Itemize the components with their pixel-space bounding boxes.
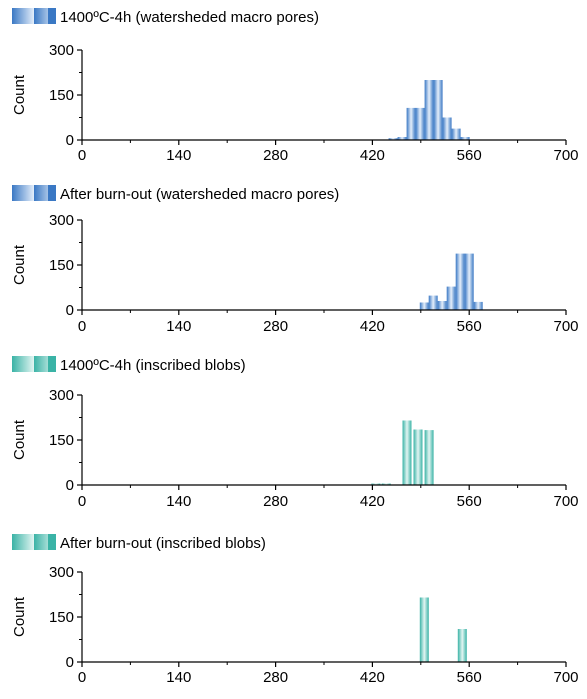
y-axis-label: Count	[11, 419, 28, 460]
y-axis-label: Count	[11, 244, 28, 285]
histogram-panel-4: After burn-out (inscribed blobs) 0 150 300 0…	[11, 534, 579, 686]
histogram-panel-2: After burn-out (watersheded macro pores)…	[11, 185, 579, 335]
histogram-bar	[424, 80, 434, 140]
x-tick-label: 420	[360, 318, 385, 335]
histogram-bar	[413, 429, 423, 485]
x-tick-label: 280	[263, 669, 288, 686]
x-tick-label: 420	[360, 493, 385, 510]
x-tick-label: 280	[263, 147, 288, 164]
legend-title: After burn-out (inscribed blobs)	[60, 535, 266, 552]
y-tick-label: 0	[66, 302, 74, 319]
x-tick-label: 140	[166, 669, 191, 686]
histogram-bar	[455, 253, 465, 310]
y-axis-label: Count	[11, 74, 28, 115]
legend-swatch	[12, 8, 56, 24]
histogram-bar	[419, 302, 429, 310]
x-tick-label: 140	[166, 318, 191, 335]
y-tick-label: 150	[49, 257, 74, 274]
legend-title: After burn-out (watersheded macro pores)	[60, 186, 339, 203]
histogram-bar	[371, 483, 381, 485]
histogram-bar	[402, 420, 412, 485]
histogram-bar	[388, 138, 398, 140]
histogram-bar	[451, 128, 461, 140]
legend-swatch	[12, 356, 56, 372]
legend-title: 1400ºC-4h (inscribed blobs)	[60, 357, 246, 374]
histogram-panel-1: 1400ºC-4h (watersheded macro pores) 0 150 3…	[11, 8, 579, 164]
x-tick-label: 420	[360, 669, 385, 686]
histogram-bar	[464, 253, 474, 310]
x-tick-label: 700	[553, 318, 578, 335]
x-tick-label: 280	[263, 493, 288, 510]
y-tick-label: 150	[49, 432, 74, 449]
histogram-bar	[381, 483, 391, 485]
x-tick-label: 0	[78, 493, 86, 510]
x-tick-label: 140	[166, 493, 191, 510]
histogram-bar	[428, 295, 438, 310]
histogram-bar	[397, 137, 407, 140]
histogram-bar	[460, 137, 470, 140]
y-tick-label: 150	[49, 609, 74, 626]
y-tick-label: 0	[66, 477, 74, 494]
x-tick-label: 280	[263, 318, 288, 335]
y-axis-label: Count	[11, 596, 28, 637]
histogram-bar	[437, 301, 447, 310]
x-tick-label: 560	[457, 318, 482, 335]
y-tick-label: 300	[49, 387, 74, 404]
histogram-bar	[457, 629, 467, 662]
histogram-bar	[473, 301, 483, 310]
histogram-bar	[406, 107, 416, 140]
x-tick-label: 560	[457, 669, 482, 686]
x-tick-label: 560	[457, 147, 482, 164]
x-tick-label: 140	[166, 147, 191, 164]
x-tick-label: 700	[553, 493, 578, 510]
y-tick-label: 150	[49, 87, 74, 104]
histogram-bar	[415, 107, 425, 140]
histogram-bar	[442, 117, 452, 140]
legend-title: 1400ºC-4h (watersheded macro pores)	[60, 9, 319, 26]
x-tick-label: 0	[78, 318, 86, 335]
x-tick-label: 700	[553, 669, 578, 686]
y-tick-label: 0	[66, 132, 74, 149]
histogram-bar	[419, 597, 429, 662]
x-tick-label: 0	[78, 147, 86, 164]
x-tick-label: 0	[78, 669, 86, 686]
y-tick-label: 300	[49, 564, 74, 581]
x-tick-label: 700	[553, 147, 578, 164]
histogram-bar	[446, 286, 456, 310]
histogram-bar	[424, 430, 434, 485]
legend-swatch	[12, 534, 56, 550]
y-tick-label: 0	[66, 654, 74, 671]
x-tick-label: 420	[360, 147, 385, 164]
legend-swatch	[12, 185, 56, 201]
histogram-panel-3: 1400ºC-4h (inscribed blobs) 0 150 300 0 140 28…	[11, 356, 579, 510]
x-tick-label: 560	[457, 493, 482, 510]
y-tick-label: 300	[49, 42, 74, 59]
histogram-bar	[433, 80, 443, 140]
y-tick-label: 300	[49, 212, 74, 229]
